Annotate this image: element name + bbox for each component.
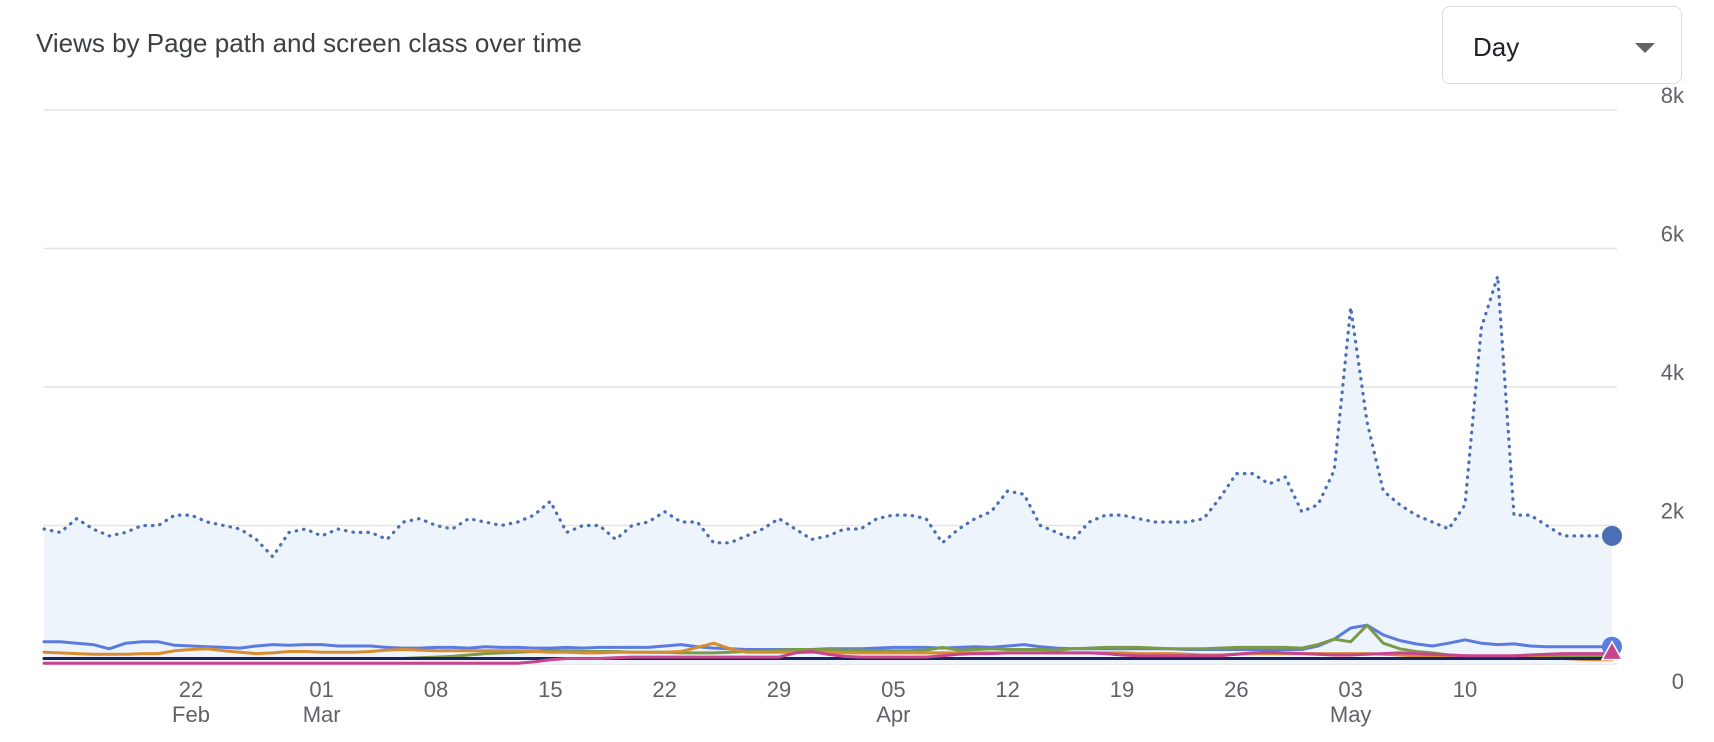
- x-tick-sublabel: Apr: [876, 702, 910, 727]
- series-5-end-marker: [1600, 640, 1624, 661]
- series-0-end-marker: [1602, 525, 1622, 546]
- y-tick-label: 2k: [1661, 499, 1685, 524]
- x-tick-sublabel: Feb: [172, 702, 210, 727]
- x-tick-label: 22: [652, 677, 676, 702]
- x-tick-label: 15: [538, 677, 562, 702]
- x-tick-label: 22: [179, 677, 203, 702]
- x-tick-label: 05: [881, 677, 905, 702]
- series-5-line: [42, 650, 1614, 665]
- x-tick-label: 10: [1453, 677, 1477, 702]
- y-tick-label: 8k: [1661, 83, 1685, 108]
- series-end-markers: [1600, 525, 1624, 661]
- y-tick-label: 4k: [1661, 360, 1685, 385]
- y-tick-label: 0: [1672, 669, 1684, 694]
- series-lines: [42, 274, 1614, 665]
- series-0-line: [42, 274, 1614, 559]
- x-tick-label: 08: [424, 677, 448, 702]
- chevron-down-icon: [1635, 43, 1655, 53]
- x-tick-label: 19: [1110, 677, 1134, 702]
- x-tick-sublabel: Mar: [303, 702, 341, 727]
- y-axis: 0 2k 4k 6k 8k: [1661, 83, 1685, 694]
- x-tick-label: 26: [1224, 677, 1248, 702]
- y-tick-label: 6k: [1661, 222, 1685, 247]
- x-tick-sublabel: May: [1330, 702, 1372, 727]
- chart-title: Views by Page path and screen class over…: [36, 28, 582, 58]
- x-tick-label: 03: [1338, 677, 1362, 702]
- x-tick-label: 01: [309, 677, 333, 702]
- granularity-value: Day: [1473, 32, 1520, 62]
- x-tick-label: 12: [995, 677, 1019, 702]
- series-area-fill: [44, 276, 1612, 664]
- granularity-dropdown[interactable]: Day: [1442, 6, 1682, 84]
- x-tick-label: 29: [767, 677, 791, 702]
- series-0-area: [44, 276, 1612, 664]
